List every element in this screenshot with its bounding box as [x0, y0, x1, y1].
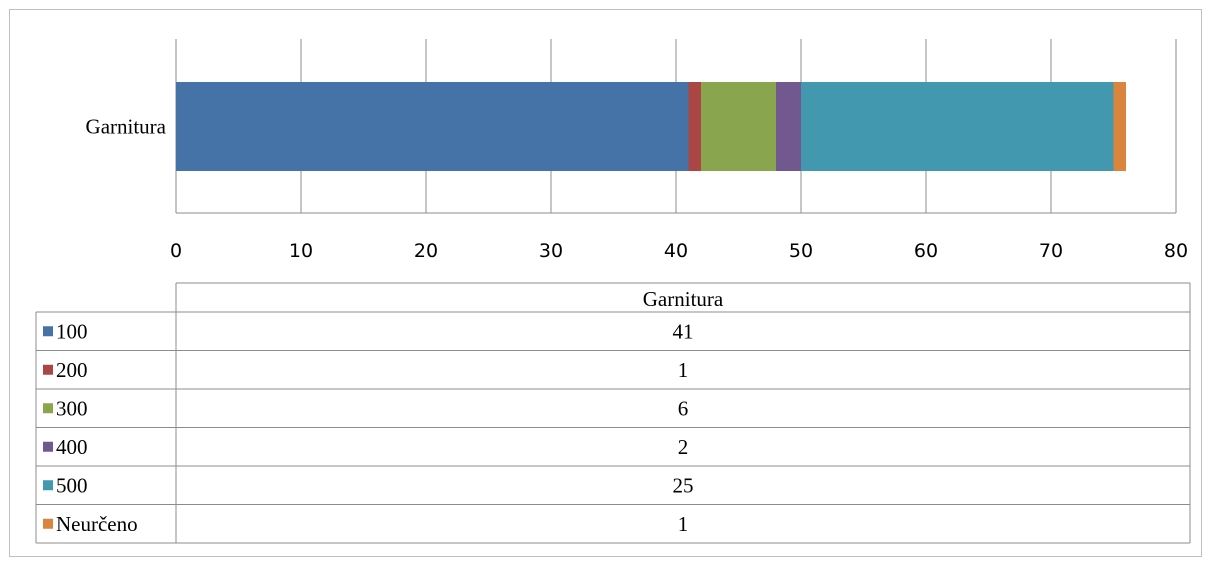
bar-segment	[1113, 82, 1126, 171]
x-tick-label: 60	[914, 240, 938, 262]
table-header: Garnitura	[643, 287, 724, 311]
bar-segment	[801, 82, 1114, 171]
x-tick-label: 50	[789, 240, 813, 262]
x-tick-label: 30	[539, 240, 563, 262]
stacked-bar-chart: Garnitura 0 10 20 30 40 50 60 70 80 Garnitura 100…	[35, 39, 1191, 544]
legend-key	[43, 326, 53, 337]
legend-key	[43, 441, 53, 452]
x-tick-labels: 0 10 20 30 40 50 60 70 80	[170, 240, 1188, 262]
bar-segment	[176, 82, 689, 171]
x-tick-label: 0	[170, 240, 182, 262]
x-tick-label: 20	[414, 240, 438, 262]
data-label: 41	[673, 319, 694, 343]
bars	[176, 82, 1126, 171]
x-tick-label: 80	[1164, 240, 1188, 262]
x-tick-label: 40	[664, 240, 688, 262]
legend-label: 500	[56, 473, 88, 497]
legend-key	[43, 403, 53, 414]
legend-key	[43, 518, 53, 529]
data-table: Garnitura 100 41 200 1 300 6 400 2 500 25 Neurčeno 1	[35, 282, 1191, 544]
bar-segment	[701, 82, 776, 171]
data-label: 1	[678, 512, 689, 536]
bar-segment	[776, 82, 801, 171]
legend-label: 200	[56, 358, 88, 382]
legend-label: 100	[56, 319, 88, 343]
data-label: 2	[678, 435, 689, 459]
category-labels: Garnitura	[86, 115, 167, 139]
legend-label: Neurčeno	[56, 512, 138, 536]
legend-label: 400	[56, 435, 88, 459]
chart-frame: Garnitura 0 10 20 30 40 50 60 70 80 Garnitura 100…	[9, 9, 1202, 557]
data-label: 6	[678, 396, 689, 420]
category-label: Garnitura	[86, 115, 167, 139]
legend-key	[43, 480, 53, 491]
x-tick-label: 70	[1039, 240, 1063, 262]
x-tick-label: 10	[289, 240, 313, 262]
bar-segment	[688, 82, 701, 171]
data-label: 25	[673, 473, 694, 497]
legend-label: 300	[56, 396, 88, 420]
legend-key	[43, 364, 53, 375]
data-label: 1	[678, 358, 689, 382]
